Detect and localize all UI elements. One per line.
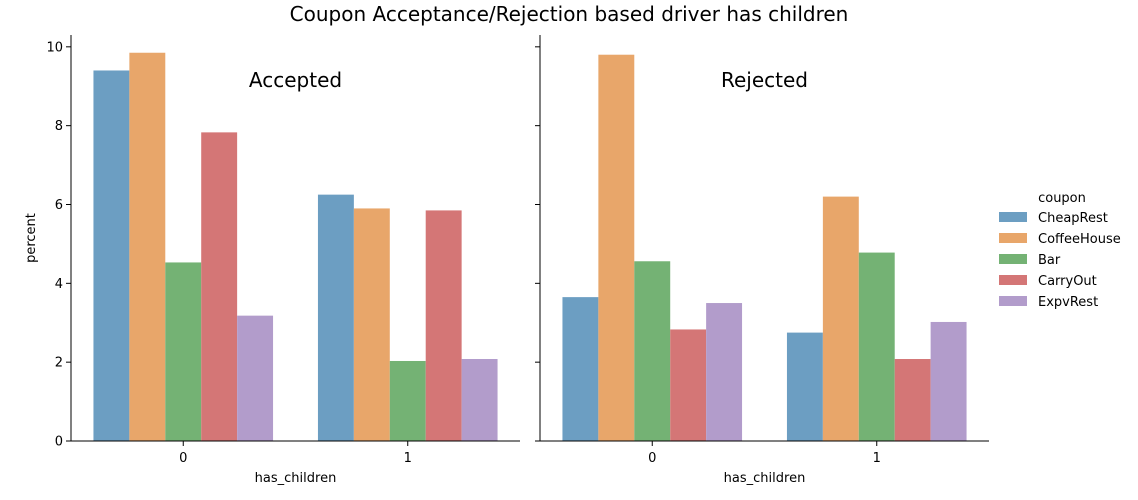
legend-label-coffeehouse: CoffeeHouse xyxy=(1038,232,1121,247)
legend-label-carryout: CarryOut xyxy=(1038,274,1097,289)
panel-rejected: Rejected 0 1 has_children xyxy=(535,35,989,486)
legend-label-expvrest: ExpvRest xyxy=(1038,295,1098,310)
legend-swatch-expvrest xyxy=(999,296,1027,306)
bar-accepted-coffeehouse-1 xyxy=(353,208,390,441)
legend-swatch-coffeehouse xyxy=(999,233,1027,243)
bar-rejected-bar-0 xyxy=(634,261,671,441)
legend-swatch-carryout xyxy=(999,275,1027,285)
x-tick-label: 0 xyxy=(179,451,187,466)
bar-accepted-expvrest-0 xyxy=(237,315,274,441)
bar-accepted-expvrest-1 xyxy=(461,359,498,441)
x-tick-label: 0 xyxy=(648,451,656,466)
bar-rejected-coffeehouse-1 xyxy=(822,196,859,441)
bar-rejected-carryout-0 xyxy=(670,329,707,441)
bar-accepted-carryout-1 xyxy=(425,210,462,441)
legend-label-cheaprest: CheapRest xyxy=(1038,211,1108,226)
legend-title: coupon xyxy=(1038,191,1086,206)
bar-rejected-expvrest-1 xyxy=(930,321,967,441)
y-tick-label: 6 xyxy=(55,198,63,213)
chart-title: Coupon Acceptance/Rejection based driver… xyxy=(290,2,849,26)
x-axis-title: has_children xyxy=(255,471,337,486)
x-tick-label: 1 xyxy=(404,451,412,466)
y-tick-label: 4 xyxy=(55,277,63,292)
panel-title: Accepted xyxy=(249,68,342,92)
bar-accepted-cheaprest-0 xyxy=(93,70,130,441)
bar-rejected-cheaprest-1 xyxy=(786,332,823,441)
y-tick-label: 10 xyxy=(46,40,63,55)
panel-accepted: Accepted 0 2 4 6 8 10 0 1 has_children percent xyxy=(24,35,520,486)
bar-rejected-carryout-1 xyxy=(894,359,931,441)
y-tick-label: 8 xyxy=(55,119,63,134)
x-axis-title: has_children xyxy=(724,471,806,486)
bar-accepted-carryout-0 xyxy=(201,132,238,442)
bar-rejected-bar-1 xyxy=(858,252,895,441)
y-tick-label: 2 xyxy=(55,356,63,371)
legend-swatch-bar xyxy=(999,254,1027,264)
legend-label-bar: Bar xyxy=(1038,253,1061,268)
legend: coupon CheapRest CoffeeHouse Bar CarryOut Exp… xyxy=(999,191,1121,310)
y-axis-title: percent xyxy=(24,213,39,263)
y-tick-label: 0 xyxy=(55,435,63,450)
bar-accepted-bar-1 xyxy=(389,360,426,441)
legend-swatch-cheaprest xyxy=(999,212,1027,222)
bar-rejected-coffeehouse-0 xyxy=(598,54,635,441)
bar-accepted-cheaprest-1 xyxy=(317,194,354,441)
bar-rejected-cheaprest-0 xyxy=(562,297,599,441)
bar-rejected-expvrest-0 xyxy=(706,303,743,441)
panel-title: Rejected xyxy=(721,68,808,92)
x-tick-label: 1 xyxy=(873,451,881,466)
bar-accepted-bar-0 xyxy=(165,262,202,441)
bar-accepted-coffeehouse-0 xyxy=(129,52,166,442)
